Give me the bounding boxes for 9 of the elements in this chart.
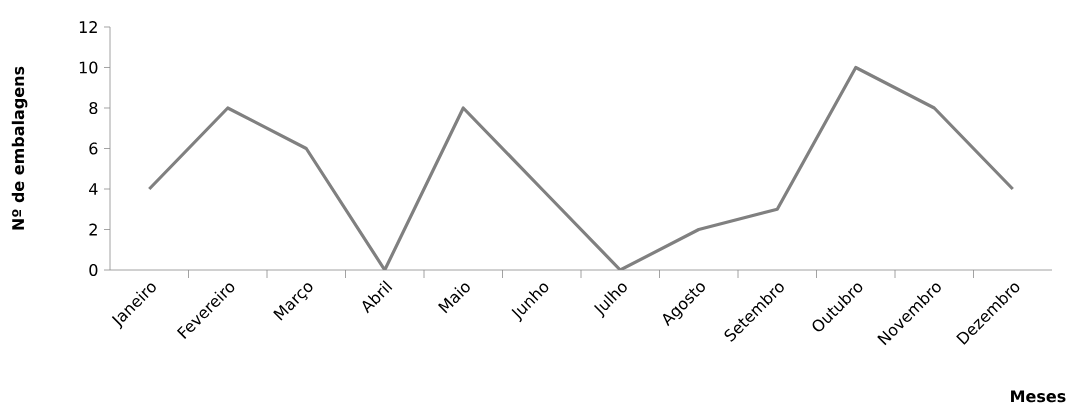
- x-axis-title: Meses: [1011, 390, 1066, 403]
- y-axis-title: Nº de embalagens: [11, 66, 28, 230]
- y-tick-label: 10: [79, 61, 98, 74]
- y-tick-label: 12: [79, 21, 97, 33]
- y-tick-label: 2: [89, 223, 97, 236]
- y-tick-label: 8: [89, 101, 98, 115]
- y-tick-label: 4: [89, 183, 98, 195]
- y-tick-label: 0: [89, 263, 98, 277]
- y-tick-label: 6: [89, 142, 98, 155]
